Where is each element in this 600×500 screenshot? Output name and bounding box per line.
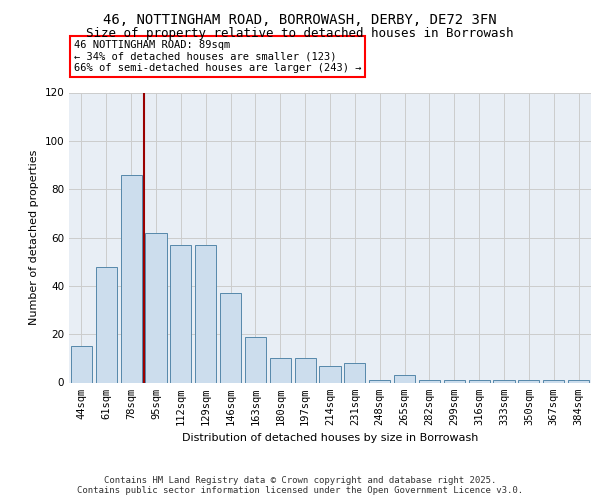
Bar <box>220 293 241 382</box>
Bar <box>319 366 341 382</box>
Bar <box>469 380 490 382</box>
Bar <box>568 380 589 382</box>
Bar <box>295 358 316 382</box>
Y-axis label: Number of detached properties: Number of detached properties <box>29 150 39 325</box>
Bar <box>344 363 365 382</box>
Bar <box>145 232 167 382</box>
X-axis label: Distribution of detached houses by size in Borrowash: Distribution of detached houses by size … <box>182 433 478 443</box>
Bar <box>270 358 291 382</box>
Bar <box>444 380 465 382</box>
Bar <box>394 375 415 382</box>
Bar <box>96 266 117 382</box>
Text: Size of property relative to detached houses in Borrowash: Size of property relative to detached ho… <box>86 28 514 40</box>
Bar <box>493 380 515 382</box>
Bar <box>518 380 539 382</box>
Text: Contains HM Land Registry data © Crown copyright and database right 2025.
Contai: Contains HM Land Registry data © Crown c… <box>77 476 523 495</box>
Bar <box>245 336 266 382</box>
Bar <box>121 174 142 382</box>
Bar <box>369 380 390 382</box>
Text: 46 NOTTINGHAM ROAD: 89sqm
← 34% of detached houses are smaller (123)
66% of semi: 46 NOTTINGHAM ROAD: 89sqm ← 34% of detac… <box>74 40 361 73</box>
Text: 46, NOTTINGHAM ROAD, BORROWASH, DERBY, DE72 3FN: 46, NOTTINGHAM ROAD, BORROWASH, DERBY, D… <box>103 12 497 26</box>
Bar <box>419 380 440 382</box>
Bar <box>170 244 191 382</box>
Bar <box>195 244 216 382</box>
Bar <box>71 346 92 383</box>
Bar <box>543 380 564 382</box>
